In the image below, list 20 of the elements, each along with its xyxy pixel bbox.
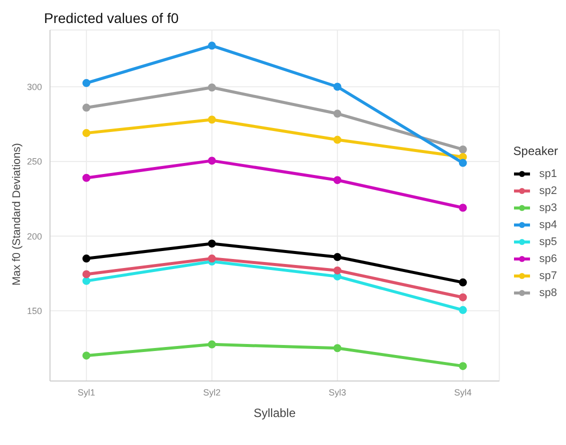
x-tick-label: Syl3: [328, 387, 346, 398]
x-axis-title: Syllable: [254, 406, 296, 420]
legend-title: Speaker: [513, 144, 558, 158]
y-tick-label: 300: [26, 82, 42, 92]
legend-label: sp8: [538, 286, 558, 301]
legend-label: sp3: [538, 201, 558, 216]
legend-label: sp5: [538, 235, 558, 250]
legend-label: sp2: [538, 184, 558, 199]
legend-label: sp6: [538, 252, 558, 267]
legend-label: sp1: [538, 167, 558, 182]
legend-label: sp4: [538, 218, 558, 233]
x-tick-label: Syl4: [454, 387, 472, 398]
y-tick-label: 200: [26, 231, 42, 242]
y-axis-title: Max f0 (Standard Deviations): [10, 143, 23, 286]
y-tick-label: 250: [26, 156, 42, 167]
x-tick-label: Syl2: [203, 387, 221, 398]
y-tick-label: 150: [26, 306, 42, 316]
legend-label: sp7: [538, 269, 558, 284]
chart-title: Predicted values of f0: [44, 10, 179, 26]
x-tick-label: Syl1: [78, 387, 96, 398]
